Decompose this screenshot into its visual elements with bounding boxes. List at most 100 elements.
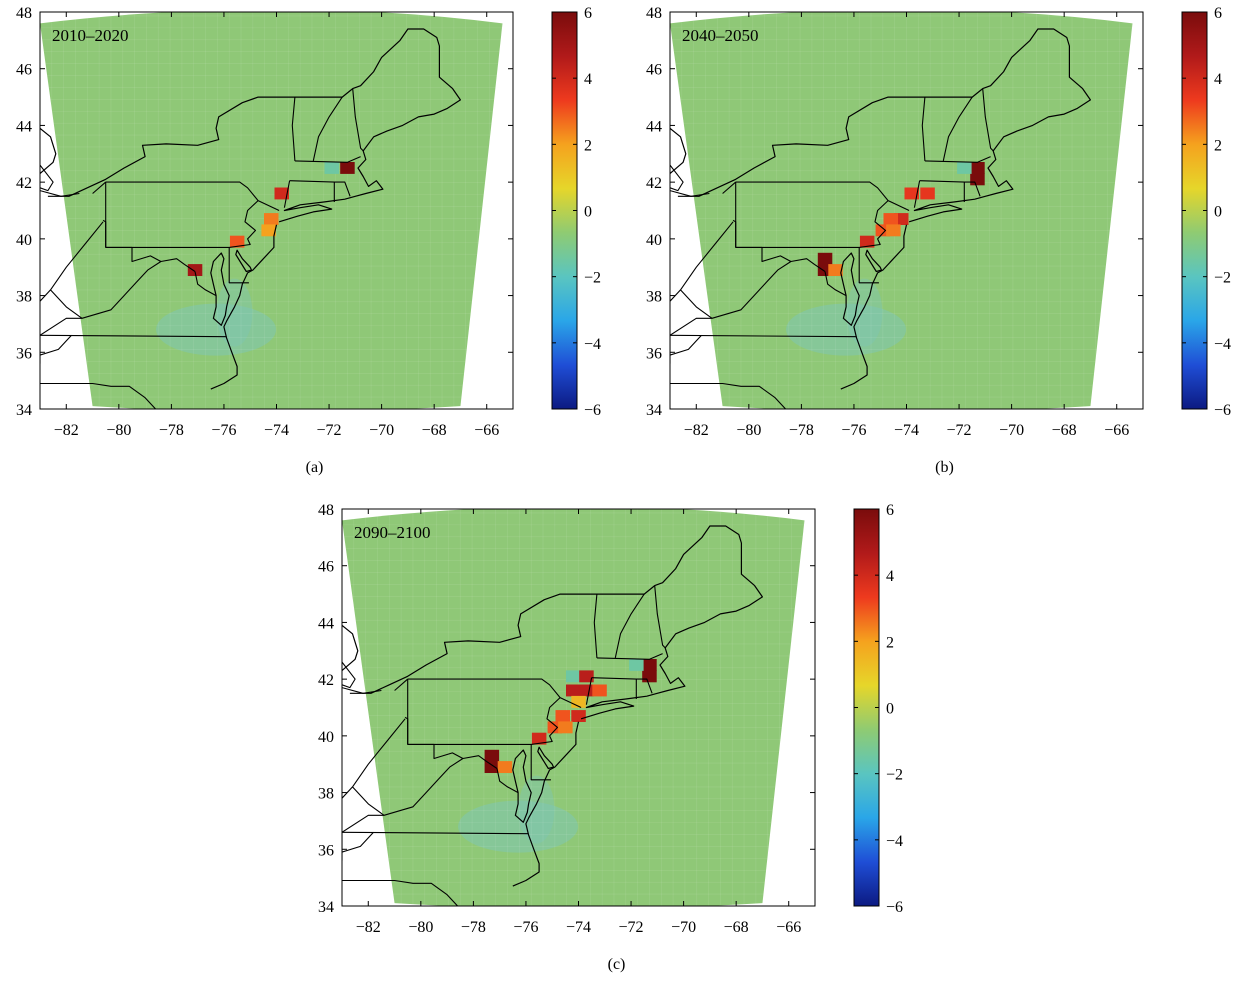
anomaly-cell bbox=[261, 224, 276, 237]
x-tick-label: −66 bbox=[1104, 422, 1129, 439]
state-boundary bbox=[585, 677, 593, 705]
anomaly-cell bbox=[970, 162, 985, 174]
colorbar-tick-label: −6 bbox=[886, 899, 903, 916]
colorbar-tick-label: −4 bbox=[584, 336, 601, 353]
anomaly-cell bbox=[571, 710, 586, 722]
low-anomaly-region bbox=[518, 775, 555, 844]
x-tick-label: −76 bbox=[841, 422, 866, 439]
state-boundary bbox=[670, 164, 684, 192]
map-plot-area bbox=[670, 12, 1143, 409]
state-boundary bbox=[105, 246, 196, 272]
anomaly-cell bbox=[484, 749, 500, 762]
state-boundary bbox=[982, 88, 994, 152]
coastline bbox=[512, 721, 580, 887]
state-boundary bbox=[735, 181, 910, 211]
state-boundary bbox=[105, 182, 259, 248]
state-boundary bbox=[342, 661, 356, 689]
state-boundary bbox=[964, 181, 981, 197]
chesapeake-bay-outline bbox=[210, 252, 230, 326]
state-boundary bbox=[614, 593, 645, 659]
lake-shoreline bbox=[342, 624, 359, 672]
anomaly-cell bbox=[497, 761, 513, 773]
colorbar-tick-label: 0 bbox=[886, 701, 894, 718]
state-boundary bbox=[921, 97, 926, 161]
anomaly-cell bbox=[571, 695, 586, 708]
state-boundary bbox=[334, 181, 351, 197]
x-tick-label: −68 bbox=[724, 919, 749, 936]
state-boundary bbox=[670, 334, 702, 356]
colorbar-tick-label: 2 bbox=[1214, 137, 1222, 154]
x-tick-label: −74 bbox=[566, 919, 591, 936]
anomaly-cell bbox=[340, 162, 355, 174]
state-boundary bbox=[942, 96, 973, 162]
state-boundary bbox=[496, 768, 519, 794]
colorbar-tick-label: −2 bbox=[1214, 270, 1231, 287]
coastline bbox=[677, 28, 1091, 223]
colorbar-tick-label: 6 bbox=[886, 502, 894, 519]
state-boundary bbox=[593, 594, 598, 658]
anomaly-cell bbox=[817, 264, 833, 276]
state-boundary bbox=[342, 814, 384, 833]
panel-period-label: 2090–2100 bbox=[354, 523, 431, 542]
anomaly-cell bbox=[828, 264, 843, 276]
y-tick-label: 36 bbox=[16, 345, 32, 362]
low-anomaly-region bbox=[846, 278, 883, 347]
lake-shoreline bbox=[40, 127, 57, 175]
anomaly-cell bbox=[566, 670, 581, 683]
anomaly-cell bbox=[875, 224, 891, 237]
lake-shoreline bbox=[670, 127, 687, 175]
anomaly-cell bbox=[484, 761, 500, 773]
anomaly-cell bbox=[579, 670, 594, 683]
y-tick-label: 38 bbox=[646, 289, 662, 306]
y-tick-label: 46 bbox=[16, 62, 32, 79]
x-tick-label: −82 bbox=[684, 422, 709, 439]
colorbar-tick-label: 4 bbox=[584, 71, 592, 88]
anomaly-cell bbox=[229, 235, 245, 248]
x-tick-label: −68 bbox=[422, 422, 447, 439]
x-tick-label: −68 bbox=[1052, 422, 1077, 439]
panel-period-label: 2040–2050 bbox=[682, 26, 759, 45]
panel-caption: (b) bbox=[935, 459, 954, 476]
state-boundary bbox=[342, 831, 374, 853]
y-tick-label: 48 bbox=[16, 5, 32, 22]
colorbar-tick-label: −2 bbox=[886, 767, 903, 784]
state-boundary bbox=[670, 317, 712, 336]
map-plot-area bbox=[342, 509, 815, 906]
anomaly-cell bbox=[264, 213, 279, 225]
x-tick-label: −82 bbox=[356, 919, 381, 936]
state-boundary bbox=[670, 382, 787, 409]
colorbar-tick-label: 2 bbox=[886, 634, 894, 651]
state-boundary bbox=[530, 744, 551, 781]
y-tick-label: 40 bbox=[646, 232, 662, 249]
y-tick-label: 46 bbox=[318, 559, 334, 576]
state-boundary bbox=[40, 317, 82, 336]
colorbar-tick-label: 6 bbox=[1214, 5, 1222, 22]
anomaly-cell bbox=[904, 187, 919, 200]
low-anomaly-region bbox=[786, 303, 907, 356]
chesapeake-bay-outline bbox=[512, 749, 532, 823]
state-boundary bbox=[732, 219, 737, 248]
x-tick-label: −72 bbox=[619, 919, 644, 936]
anomaly-cell bbox=[817, 252, 833, 265]
panel-period-label: 2010–2020 bbox=[52, 26, 129, 45]
anomaly-cell bbox=[579, 684, 594, 697]
panel-a: −82 −80 −78 −76 −74 −72 −70 −68 −663436384042444… bbox=[16, 5, 601, 476]
x-tick-label: −78 bbox=[159, 422, 184, 439]
x-tick-label: −78 bbox=[461, 919, 486, 936]
state-boundary bbox=[404, 716, 409, 745]
state-boundary bbox=[407, 679, 561, 745]
low-anomaly-region bbox=[216, 278, 253, 347]
colorbar-tick-label: 2 bbox=[584, 137, 592, 154]
x-tick-label: −74 bbox=[894, 422, 919, 439]
state-boundary bbox=[824, 271, 847, 297]
state-boundary bbox=[194, 271, 217, 297]
anomaly-cell bbox=[970, 173, 985, 186]
x-tick-label: −66 bbox=[474, 422, 499, 439]
anomaly-cell bbox=[558, 721, 573, 734]
x-tick-label: −80 bbox=[736, 422, 761, 439]
state-boundary bbox=[670, 190, 710, 197]
colorbar bbox=[1181, 11, 1208, 410]
x-tick-label: −80 bbox=[106, 422, 131, 439]
low-anomaly-region bbox=[458, 800, 579, 853]
y-tick-label: 48 bbox=[646, 5, 662, 22]
